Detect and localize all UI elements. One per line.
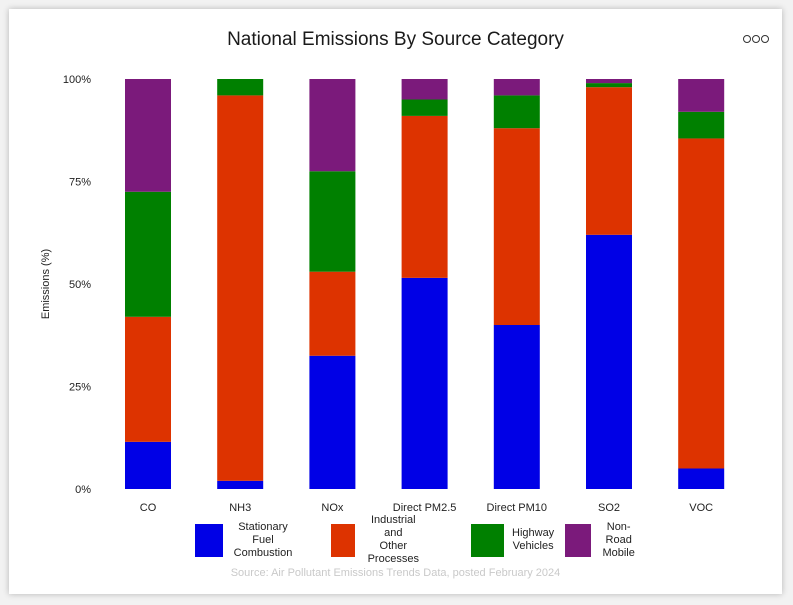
bar-segment[interactable]: [217, 480, 264, 489]
x-tick-label: NOx: [321, 502, 344, 514]
legend-label: Non-Road Mobile: [602, 520, 635, 559]
bar-segment[interactable]: [125, 316, 171, 442]
legend-swatch: [565, 523, 591, 557]
bar-segment[interactable]: [493, 79, 540, 96]
x-tick-label: VOC: [689, 502, 713, 514]
bar-segment[interactable]: [586, 87, 632, 235]
stacked-bar-chart: 0% 25% 50% 75% 100% Emissions (%) CO NH3 NOx Dire…: [40, 74, 725, 514]
x-tick-label: Direct PM2.5: [393, 502, 457, 514]
legend-swatch: [471, 523, 504, 557]
y-tick-label: 100%: [63, 74, 91, 86]
bar-segment[interactable]: [309, 79, 356, 172]
bar-segment[interactable]: [678, 468, 725, 490]
y-tick-label: 0%: [75, 484, 91, 496]
chart-card: National Emissions By Source Category 0%…: [9, 9, 782, 594]
bar-segment[interactable]: [493, 128, 540, 325]
more-options-icon[interactable]: [743, 31, 770, 46]
x-tick-label: NH3: [229, 502, 251, 514]
bar-segment[interactable]: [401, 277, 448, 489]
bar-segment[interactable]: [401, 79, 448, 100]
bar-segment[interactable]: [125, 441, 171, 489]
x-tick-label: SO2: [598, 502, 620, 514]
bar-segment[interactable]: [217, 95, 264, 481]
legend-label: Highway Vehicles: [512, 527, 555, 552]
bar-segment[interactable]: [217, 79, 264, 96]
x-tick-label: Direct PM10: [487, 502, 548, 514]
legend-label: Stationary Fuel Combustion: [233, 520, 293, 559]
bar-segment[interactable]: [401, 115, 448, 278]
x-tick-label: CO: [140, 502, 157, 514]
y-tick-label: 50%: [69, 279, 91, 291]
bar-segment[interactable]: [309, 355, 356, 489]
bar-segment[interactable]: [586, 83, 632, 88]
legend-swatch: [331, 523, 356, 557]
bar-segment[interactable]: [493, 325, 540, 489]
bar-segment[interactable]: [125, 79, 171, 192]
bar-segment[interactable]: [586, 234, 632, 489]
y-axis-label: Emissions (%): [40, 249, 52, 319]
legend-swatch: [195, 523, 224, 557]
bar-segment[interactable]: [125, 191, 171, 317]
bar-segment[interactable]: [309, 171, 356, 272]
bar-segment[interactable]: [401, 99, 448, 116]
chart-title: National Emissions By Source Category: [227, 29, 564, 50]
legend-item[interactable]: Industrial and Other Processes: [331, 514, 423, 565]
y-tick-label: 75%: [69, 177, 91, 189]
legend-item[interactable]: Non-Road Mobile: [565, 520, 638, 559]
bar-segment[interactable]: [309, 271, 356, 356]
legend-item[interactable]: Highway Vehicles: [471, 523, 554, 557]
bar-segment[interactable]: [493, 95, 540, 129]
bar-segment[interactable]: [586, 79, 632, 84]
legend-label: Industrial and Other Processes: [367, 514, 419, 565]
legend-item[interactable]: Stationary Fuel Combustion: [195, 520, 295, 559]
y-tick-label: 25%: [69, 382, 91, 394]
bar-segment[interactable]: [678, 111, 725, 139]
source-note: Source: Air Pollutant Emissions Trends D…: [230, 567, 561, 579]
bar-segment[interactable]: [678, 138, 725, 469]
bar-segment[interactable]: [678, 79, 725, 112]
